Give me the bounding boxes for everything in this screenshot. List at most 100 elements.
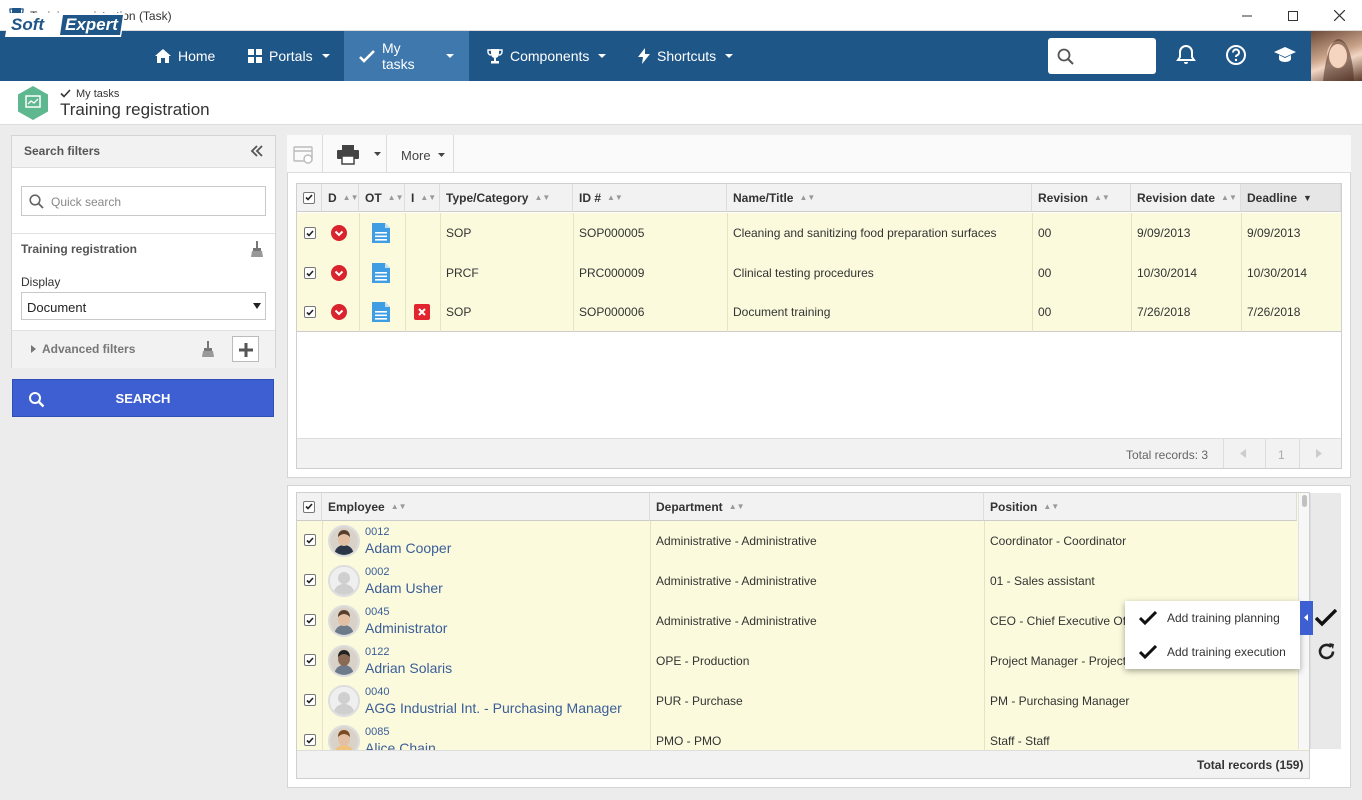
chevron-down-icon[interactable] [374,152,381,156]
global-search-input[interactable] [1048,38,1156,74]
select-all-employees-checkbox[interactable] [297,493,322,521]
nav-shortcuts[interactable]: Shortcuts [623,31,748,81]
menu-item-label: Add training planning [1167,611,1280,625]
table-row[interactable]: 0012 Adam Cooper Administrative - Administ… [297,521,1297,561]
row-checkbox[interactable] [304,534,316,546]
advanced-filters-toggle[interactable]: Advanced filters [42,342,136,356]
column-header-department[interactable]: Department ▲▼ [650,493,984,521]
row-checkbox[interactable] [304,614,316,626]
row-checkbox[interactable] [304,654,316,666]
employees-total-records: Total records (159) [1197,758,1304,772]
logo-text-soft: Soft [11,15,45,34]
table-row[interactable]: 0085 Alice Chain PMO - PMO Staff - Staff [297,721,1297,750]
column-header-employee[interactable]: Employee ▲▼ [322,493,650,521]
row-checkbox[interactable] [304,227,316,239]
collapse-double-chevron-icon[interactable] [250,145,264,157]
print-icon[interactable] [337,145,359,165]
broom-icon[interactable] [251,241,263,257]
column-header-name[interactable]: Name/Title ▲▼ [727,184,1032,212]
more-menu-button[interactable]: More [401,148,431,163]
breadcrumb[interactable]: My tasks [76,88,120,100]
select-all-documents-checkbox[interactable] [297,184,322,212]
add-filter-button[interactable] [232,336,259,362]
column-header-d[interactable]: D ▲▼ [322,184,359,212]
next-page-icon[interactable] [1316,449,1322,458]
nav-my-tasks[interactable]: My tasks [344,31,469,81]
row-checkbox[interactable] [304,694,316,706]
doc-revision: 00 [1038,266,1052,280]
bell-icon[interactable] [1174,43,1200,69]
checkbox[interactable] [303,500,315,513]
column-divider [322,561,323,601]
row-checkbox[interactable] [304,267,316,279]
table-row[interactable]: 0040 AGG Industrial Int. - Purchasing Man… [297,681,1297,721]
employee-id: 0085 [365,726,390,738]
broom-icon[interactable] [202,341,214,357]
maximize-button[interactable] [1270,0,1316,31]
document-icon [371,262,391,284]
trophy-icon [487,48,503,63]
table-row[interactable]: 0122 Adrian Solaris OPE - Production Projec… [297,641,1297,681]
documents-toolbar: More [287,135,1351,173]
previous-page-icon[interactable] [1240,449,1246,458]
nav-home-label: Home [178,48,216,64]
search-filters-title: Search filters [24,144,101,158]
add-training-execution-item[interactable]: Add training execution [1125,635,1300,669]
employee-name[interactable]: Adam Usher [365,580,443,596]
table-row[interactable] [297,213,1341,253]
menu-collapse-tab[interactable] [1300,601,1313,635]
employee-name[interactable]: Administrator [365,620,448,636]
column-header-deadline[interactable]: Deadline ▼ [1241,184,1341,212]
table-row[interactable]: 0045 Administrator Administrative - Admini… [297,601,1297,641]
table-row[interactable] [297,253,1341,293]
minimize-button[interactable] [1224,0,1270,31]
sort-icon: ▲▼ [1043,502,1060,511]
overdue-status-icon [331,304,347,320]
nav-portals[interactable]: Portals [233,31,345,81]
sort-desc-icon: ▼ [1303,192,1312,203]
doc-revision-date: 10/30/2014 [1137,266,1198,280]
confirm-check-icon[interactable] [1315,609,1337,627]
view-record-icon[interactable] [293,146,315,164]
employee-name[interactable]: Adrian Solaris [365,660,453,676]
column-header-ot[interactable]: OT ▲▼ [359,184,405,212]
quick-search-input[interactable]: Quick search [21,186,266,216]
search-button[interactable]: SEARCH [12,379,274,417]
softexpert-logo[interactable]: Soft Expert [5,11,129,39]
help-icon[interactable] [1224,43,1250,69]
column-header-id[interactable]: ID # ▲▼ [573,184,727,212]
user-avatar[interactable] [1311,31,1362,81]
nav-home[interactable]: Home [140,31,230,81]
table-row[interactable] [297,292,1341,332]
plus-icon [239,343,253,357]
chevron-down-icon [598,54,607,58]
column-header-i[interactable]: I ▲▼ [405,184,440,212]
column-header-revision-date[interactable]: Revision date ▲▼ [1131,184,1241,212]
graduation-cap-icon[interactable] [1273,43,1299,69]
row-checkbox[interactable] [304,574,316,586]
column-header-type[interactable]: Type/Category ▲▼ [440,184,573,212]
checkbox[interactable] [303,191,315,204]
employee-id: 0122 [365,646,390,658]
column-header-position[interactable]: Position ▲▼ [984,493,1297,521]
employee-avatar [328,525,360,557]
employee-name[interactable]: Alice Chain [365,740,436,750]
current-page[interactable]: 1 [1278,448,1285,462]
employee-name[interactable]: AGG Industrial Int. - Purchasing Manager [365,700,622,716]
check-icon [1139,645,1157,659]
column-header-revision[interactable]: Revision ▲▼ [1032,184,1131,212]
portals-icon [248,49,262,63]
row-checkbox[interactable] [304,306,316,318]
row-checkbox[interactable] [304,734,316,746]
employee-name[interactable]: Adam Cooper [365,540,452,556]
refresh-icon[interactable] [1316,641,1337,662]
nav-components[interactable]: Components [472,31,621,81]
home-icon [155,49,171,63]
employee-department: PUR - Purchase [656,694,743,708]
overdue-status-icon [331,265,347,281]
display-select[interactable]: Document [21,292,266,320]
scrollbar-thumb[interactable] [1302,495,1307,507]
close-window-button[interactable] [1316,0,1362,31]
add-training-planning-item[interactable]: Add training planning [1125,601,1300,635]
table-row[interactable]: 0002 Adam Usher Administrative - Administr… [297,561,1297,601]
